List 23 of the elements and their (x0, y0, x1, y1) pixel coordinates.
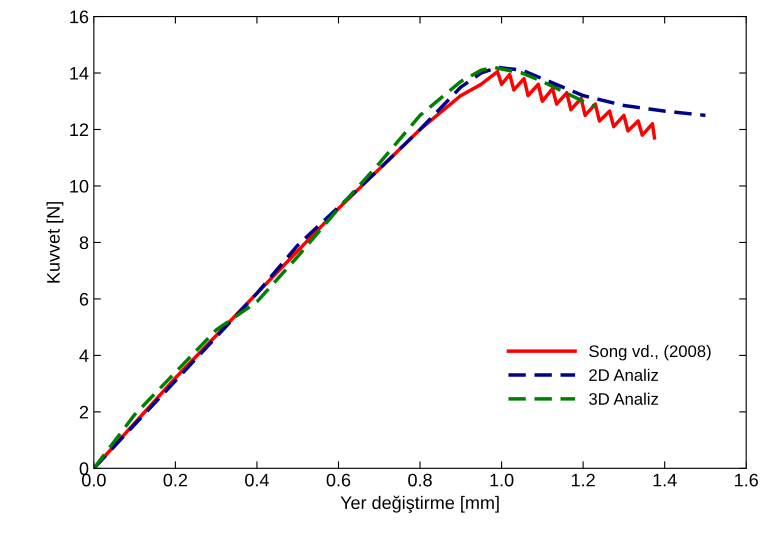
y-axis-title: Kuvvet [N] (46, 202, 64, 283)
x-tick-label: 1.6 (735, 474, 758, 486)
y-tick-label: 16 (70, 10, 88, 24)
y-tick-label: 2 (80, 406, 88, 418)
x-tick-label: 0.6 (326, 474, 350, 486)
y-tick-label: 14 (70, 67, 88, 80)
legend-label: 3D Analiz (589, 392, 658, 405)
y-tick-label: 0 (80, 462, 88, 476)
x-tick-label: 1.2 (572, 474, 595, 486)
x-tick-label: 1.4 (653, 474, 677, 486)
x-tick-label: 0.0 (82, 474, 106, 486)
y-tick-label: 8 (80, 236, 88, 250)
y-tick-label: 12 (70, 123, 88, 136)
legend-label: Song vd., (2008) (589, 344, 711, 360)
x-axis-title: Yer değiştirme [mm] (340, 496, 499, 513)
y-tick-label: 10 (70, 180, 88, 193)
x-tick-label: 1.0 (490, 474, 514, 486)
y-tick-label: 4 (79, 350, 88, 362)
y-tick-label: 6 (80, 292, 88, 306)
x-tick-label: 0.2 (164, 474, 188, 486)
x-tick-label: 0.8 (408, 474, 432, 486)
x-tick-label: 0.4 (245, 474, 269, 486)
legend-label: 2D Analiz (589, 368, 658, 382)
